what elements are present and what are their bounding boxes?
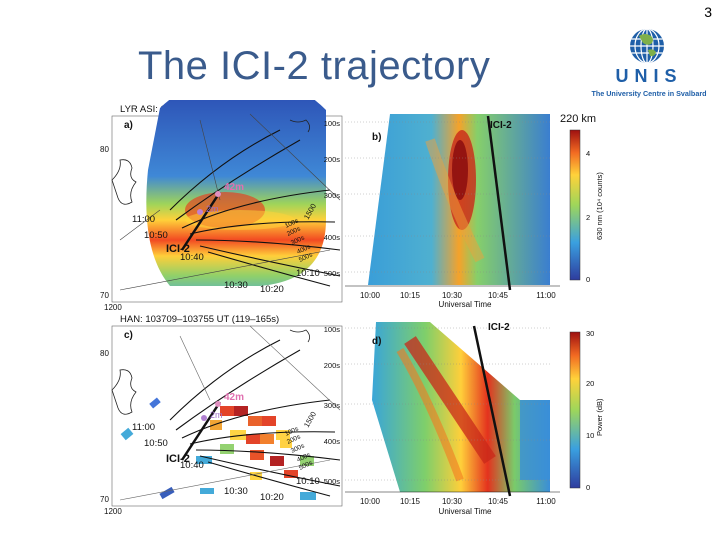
panel-d-colorbar-label: Power (dB) [595,398,604,436]
panel-b-y-tick: 100s [324,119,341,128]
panel-d-colorbar-tick: 10 [586,431,594,440]
panel-b: 100s 200s 300s 400s 500s ICI-2 b) 220 km… [324,113,604,309]
panel-d-rocket-label: ICI-2 [488,322,510,333]
panel-a-rocket-track [180,191,222,251]
panel-b-colorbar-tick: 4 [586,149,590,158]
panel-c-time-label: 10:20 [260,492,284,503]
panel-a-time-label: 10:40 [180,252,204,263]
panel-c-time-label: 10:50 [144,438,168,449]
panel-b-x-tick: 10:30 [442,291,463,300]
page-number: 3 [704,4,712,20]
panel-c-time-label: 10:40 [180,460,204,471]
panel-b-rocket-track [486,115,512,291]
logo-wordmark: UNIS [615,66,682,86]
panel-d: 100s 200s 300s 400s 500s ICI-2 d) 10:00 … [324,322,604,516]
logo-subtitle: The University Centre in Svalbard [591,89,706,98]
panel-b-y-tick: 400s [324,233,341,242]
panel-d-rocket-track [472,325,512,497]
unis-logo: UNIS The University Centre in Svalbard [591,29,707,98]
panel-c-time-label: 10:30 [224,486,248,497]
panel-b-xlabel: Universal Time [439,300,492,309]
panel-b-letter: b) [372,132,381,143]
panel-a-time-label: 10:30 [224,280,248,291]
panel-b-y-tick: 300s [324,191,341,200]
panel-c-height-label-2: 2m [210,410,223,420]
panel-c-edge-label: 1500 [302,410,318,429]
panel-d-y-tick: 100s [324,325,341,334]
panel-a-lat-label: 80 [100,145,109,154]
panel-d-y-tick: 500s [324,477,341,486]
panel-d-colorbar-tick: 30 [586,329,594,338]
panel-b-height-label: 220 km [560,113,596,125]
panel-d-x-tick: 10:00 [360,497,381,506]
panel-a-letter: a) [124,120,133,131]
panel-b-colorbar-tick: 0 [586,275,590,284]
panel-a-time-label: 10:10 [296,268,320,279]
panel-c-time-label: 10:10 [296,476,320,487]
panel-c-rocket-track [180,401,222,461]
slide-title: The ICI-2 trajectory [138,44,491,88]
panel-d-colorbar-tick: 0 [586,483,590,492]
panel-d-xlabel: Universal Time [439,507,492,516]
panel-a-time-label: 10:20 [260,284,284,295]
globe-icon [630,29,664,63]
panel-b-colorbar-label: 630 nm (10⁴ counts) [595,172,604,240]
panel-d-colorbar [569,331,581,489]
panel-d-y-tick: 400s [324,437,341,446]
panel-a-lat-label-low: 70 [100,291,109,300]
panel-a-lon-label: 1200 [104,303,122,312]
panel-a: LYR ASI: 05 Dec 2008, 103731 UT [100,100,343,312]
panel-c-letter: c) [124,330,133,341]
panel-c-header: HAN: 103709–103755 UT (119–165s) [120,314,279,325]
panel-c-rocket-label: ICI-2 [166,453,190,465]
panel-b-x-tick: 11:00 [536,291,556,300]
panel-b-y-tick: 500s [324,269,341,278]
panel-b-x-tick: 10:45 [488,291,509,300]
panel-d-y-tick: 200s [324,361,341,370]
panel-d-x-tick: 10:45 [488,497,509,506]
panel-a-rocket-label: ICI-2 [166,243,190,255]
panel-c-height-label-1: 42m [224,392,244,403]
panel-c-lat-label: 80 [100,349,109,358]
panel-d-y-tick: 300s [324,401,341,410]
panel-c: HAN: 103709–103755 UT (119–165s) [100,314,343,516]
panel-a-time-label: 10:50 [144,230,168,241]
panel-d-letter: d) [372,336,381,347]
panel-d-colorbar-tick: 20 [586,379,594,388]
panel-c-lat-label-low: 70 [100,495,109,504]
panel-b-x-tick: 10:15 [400,291,421,300]
panel-c-lon-label: 1200 [104,507,122,516]
panel-d-x-tick: 10:30 [442,497,463,506]
ici2-figure: LYR ASI: 05 Dec 2008, 103731 UT [100,100,604,516]
panel-b-x-tick: 10:00 [360,291,381,300]
panel-b-colorbar-tick: 2 [586,213,590,222]
panel-c-frame [111,325,343,507]
panel-a-time-label: 11:00 [132,214,155,225]
panel-b-colorbar [569,129,581,281]
panel-a-height-label-2: 2m [206,204,219,214]
panel-b-rocket-label: ICI-2 [490,120,512,131]
panel-c-time-label: 11:00 [132,422,155,433]
panel-d-x-tick: 11:00 [536,497,556,506]
panel-d-x-tick: 10:15 [400,497,421,506]
panel-a-height-label-1: 42m [224,182,244,193]
panel-b-y-tick: 200s [324,155,341,164]
